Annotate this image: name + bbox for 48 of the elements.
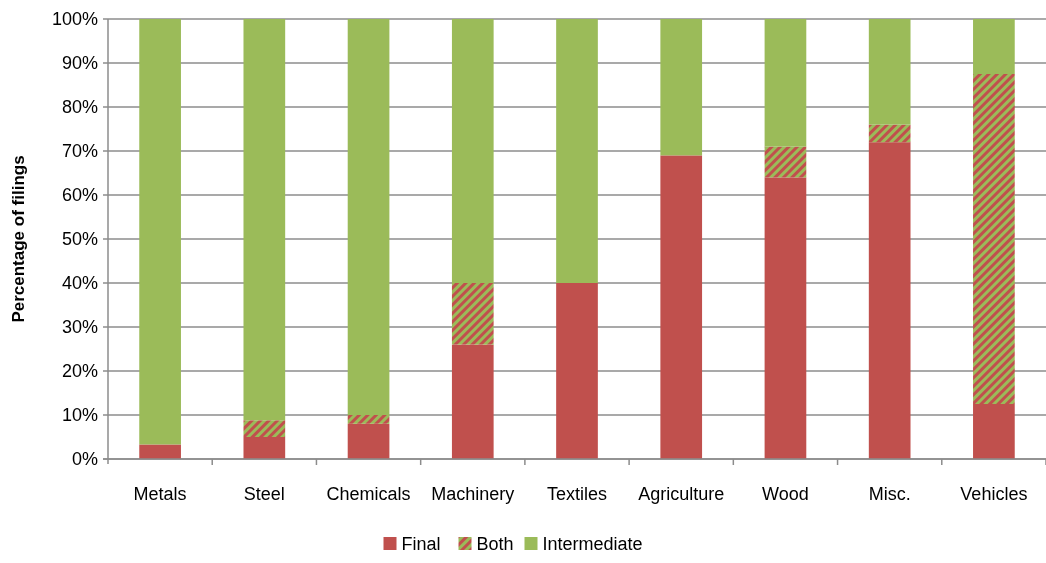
legend-label: Both	[476, 534, 514, 554]
y-tick-label: 50%	[61, 229, 98, 250]
y-axis-title: Percentage of filings	[9, 155, 28, 323]
y-tick-label: 0%	[71, 449, 98, 470]
y-tick-label: 80%	[61, 97, 98, 118]
bar	[347, 415, 390, 424]
bar	[347, 19, 390, 415]
y-tick-label: 70%	[61, 141, 98, 162]
y-tick-label: 100%	[51, 9, 98, 30]
y-tick-label: 90%	[61, 53, 98, 74]
x-tick-label: Agriculture	[638, 484, 725, 504]
y-tick-label: 30%	[61, 317, 98, 338]
x-tick-label: Steel	[243, 484, 285, 504]
bar	[973, 404, 1015, 459]
bar	[660, 155, 703, 459]
bar	[451, 283, 494, 345]
x-tick-label: Machinery	[431, 484, 515, 504]
y-tick-label: 60%	[61, 185, 98, 206]
bar	[451, 19, 494, 283]
x-tick-label: Wood	[762, 484, 809, 504]
bar	[764, 146, 807, 178]
x-tick-label: Vehicles	[960, 484, 1028, 504]
bar	[451, 344, 494, 459]
bar	[556, 19, 598, 283]
bar	[973, 19, 1015, 74]
bar	[868, 19, 911, 125]
bar	[139, 444, 181, 459]
bar	[556, 283, 598, 459]
x-tick-label: Misc.	[868, 484, 911, 504]
bar	[764, 177, 807, 459]
bar	[243, 19, 286, 421]
x-tick-label: Metals	[133, 484, 187, 504]
bar	[243, 437, 286, 459]
y-tick-label: 40%	[61, 273, 98, 294]
y-tick-label: 10%	[61, 405, 98, 426]
bar	[347, 423, 390, 459]
bar	[139, 19, 181, 445]
bar	[868, 124, 911, 143]
legend-label: Final	[401, 534, 441, 554]
legend-label: Intermediate	[542, 534, 643, 554]
x-tick-label: Textiles	[546, 484, 608, 504]
bar	[973, 74, 1015, 404]
bar	[764, 19, 807, 147]
bar	[243, 420, 286, 437]
x-tick-label: Chemicals	[326, 484, 411, 504]
bar	[868, 142, 911, 459]
y-tick-label: 20%	[61, 361, 98, 382]
bar	[660, 19, 703, 156]
